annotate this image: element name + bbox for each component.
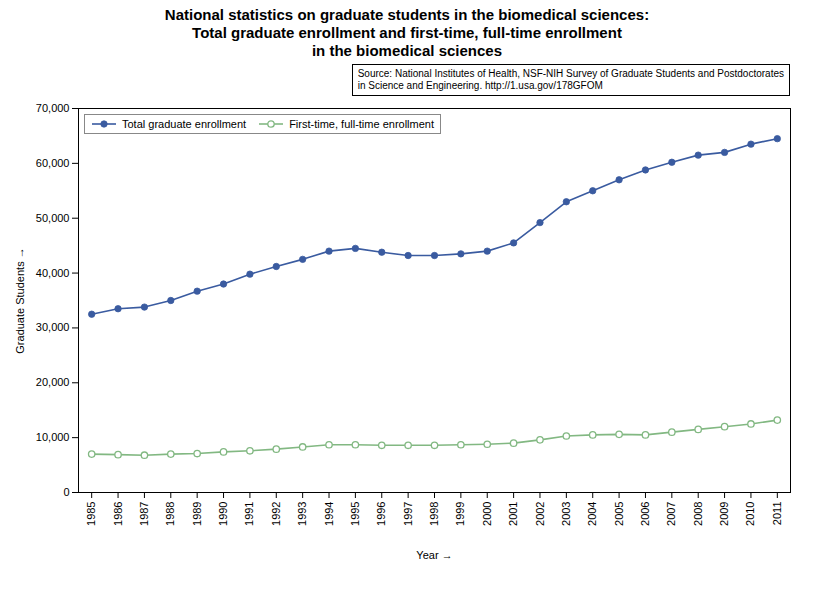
- svg-text:2005: 2005: [613, 502, 625, 526]
- svg-text:1995: 1995: [349, 502, 361, 526]
- svg-text:1989: 1989: [191, 502, 203, 526]
- svg-text:1990: 1990: [217, 502, 229, 526]
- svg-text:Year →: Year →: [416, 549, 452, 561]
- svg-text:1988: 1988: [164, 502, 176, 526]
- svg-text:2011: 2011: [771, 502, 783, 526]
- svg-text:1999: 1999: [454, 502, 466, 526]
- html-text:National statistics on graduat: National statistics on graduate students…: [164, 6, 650, 59]
- svg-text:1998: 1998: [428, 502, 440, 526]
- svg-text:1996: 1996: [375, 502, 387, 526]
- svg-text:1993: 1993: [296, 502, 308, 526]
- svg-text:2007: 2007: [665, 502, 677, 526]
- svg-text:2000: 2000: [481, 502, 493, 526]
- svg-text:20,000: 20,000: [36, 376, 70, 388]
- svg-text:1987: 1987: [138, 502, 150, 526]
- svg-text:1991: 1991: [243, 502, 255, 526]
- svg-text:1992: 1992: [270, 502, 282, 526]
- svg-text:1985: 1985: [85, 502, 97, 526]
- svg-text:40,000: 40,000: [36, 267, 70, 279]
- html-text:Total graduate enrollment: Total graduate enrollment: [122, 118, 247, 130]
- svg-text:2006: 2006: [639, 502, 651, 526]
- html-text:First-time, full-time enrollme: First-time, full-time enrollment: [289, 118, 434, 130]
- svg-text:2001: 2001: [507, 502, 519, 526]
- html-text:Source: National Institutes of: Source: National Institutes of Health, N…: [357, 68, 784, 91]
- svg-text:2009: 2009: [718, 502, 730, 526]
- svg-text:2010: 2010: [744, 502, 756, 526]
- svg-text:2004: 2004: [586, 502, 598, 526]
- svg-text:1997: 1997: [402, 502, 414, 526]
- svg-text:50,000: 50,000: [36, 212, 70, 224]
- svg-text:1994: 1994: [323, 502, 335, 526]
- svg-text:2002: 2002: [534, 502, 546, 526]
- svg-text:30,000: 30,000: [36, 321, 70, 333]
- svg-text:1986: 1986: [112, 502, 124, 526]
- svg-text:0: 0: [63, 486, 69, 498]
- svg-text:2008: 2008: [692, 502, 704, 526]
- svg-text:10,000: 10,000: [36, 431, 70, 443]
- svg-text:70,000: 70,000: [36, 102, 70, 114]
- svg-text:2003: 2003: [560, 502, 572, 526]
- svg-text:60,000: 60,000: [36, 157, 70, 169]
- svg-text:Graduate Students →: Graduate Students →: [14, 247, 26, 353]
